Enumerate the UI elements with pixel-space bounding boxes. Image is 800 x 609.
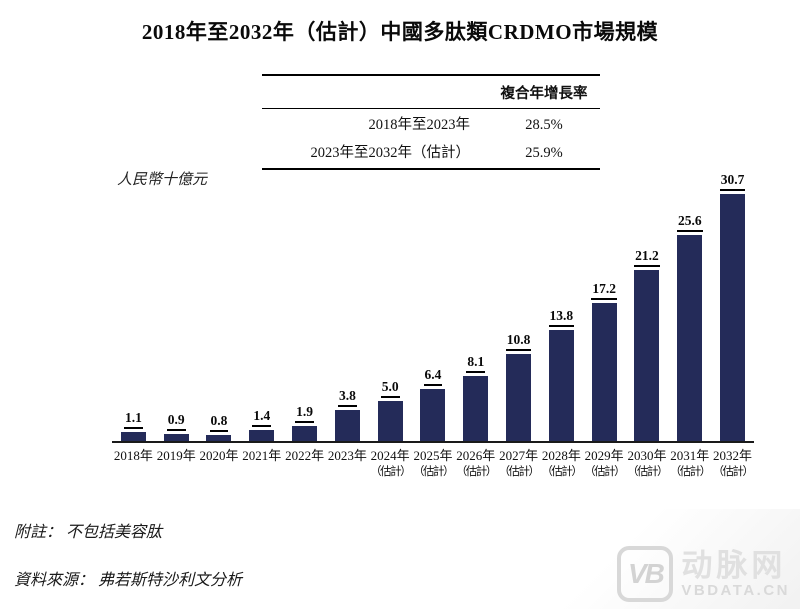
chart-title: 2018年至2032年（估計）中國多肽類CRDMO市場規模 bbox=[141, 20, 659, 44]
bar-column: 1.1 bbox=[112, 161, 155, 441]
bar-column: 6.4 bbox=[412, 161, 455, 441]
bar-value-label: 30.7 bbox=[719, 172, 746, 191]
x-axis-label: 2032年 （估計） bbox=[712, 448, 754, 478]
bar-column: 10.8 bbox=[497, 161, 540, 441]
x-axis-label: 2018年 bbox=[113, 448, 153, 463]
x-axis-label: 2019年 bbox=[156, 448, 196, 463]
bar bbox=[377, 401, 403, 441]
cagr-value: 28.5% bbox=[525, 117, 563, 133]
bar-value-label: 17.2 bbox=[591, 281, 617, 300]
x-axis-label: 2020年 bbox=[199, 448, 239, 463]
cagr-value: 25.9% bbox=[525, 145, 563, 161]
bar bbox=[720, 194, 746, 441]
cagr-period: 2018年至2023年 bbox=[368, 117, 471, 133]
bar-value-label: 10.8 bbox=[505, 332, 532, 351]
cagr-row-2023-2032: 2023年至2032年（估計） 25.9% bbox=[262, 137, 600, 168]
x-axis-label: 2022年 bbox=[285, 448, 325, 463]
watermark-text: 动脉网 VBDATA.CN bbox=[681, 550, 790, 598]
bar-column: 21.2 bbox=[626, 161, 669, 441]
bar-column: 1.9 bbox=[283, 161, 326, 441]
bar-value-label: 6.4 bbox=[423, 367, 443, 386]
x-axis-label: 2030年 （估計） bbox=[626, 448, 668, 478]
bar bbox=[506, 354, 532, 441]
bar bbox=[120, 432, 146, 441]
bar-column: 0.8 bbox=[198, 161, 241, 441]
x-axis-label: 2028年 （估計） bbox=[541, 448, 582, 478]
x-axis-label: 2031年 （估計） bbox=[669, 448, 711, 478]
bar-column: 8.1 bbox=[454, 161, 497, 441]
bar bbox=[463, 376, 489, 441]
bar-column: 30.7 bbox=[711, 161, 754, 441]
cagr-header-label: 複合年增長率 bbox=[500, 86, 588, 102]
cagr-period: 2023年至2032年（估計） bbox=[310, 145, 471, 161]
x-axis-label: 2025年 （估計） bbox=[412, 448, 454, 478]
bar-value-label: 5.0 bbox=[380, 379, 400, 398]
bar bbox=[206, 435, 232, 441]
bar-value-label: 25.6 bbox=[676, 213, 703, 232]
bar-value-label: 1.9 bbox=[295, 404, 315, 423]
bar-chart-plot-area: 1.1 0.9 0.8 1.4 1.9 3.8 5.0 6.4 8.1 10.8 13.8 17.2 2… bbox=[112, 161, 754, 443]
bar-value-label: 8.1 bbox=[466, 354, 486, 373]
bar bbox=[163, 434, 189, 441]
x-axis-label: 2029年 （估計） bbox=[584, 448, 625, 478]
bar bbox=[249, 430, 275, 441]
vb-logo-icon: VB bbox=[617, 546, 674, 602]
vbdata-watermark: VB 动脉网 VBDATA.CN bbox=[617, 546, 790, 602]
cagr-table: 複合年增長率 2018年至2023年 28.5% 2023年至2032年（估計）… bbox=[262, 74, 600, 170]
data-source: 資料來源： 弗若斯特沙利文分析 bbox=[14, 572, 243, 589]
bar-value-label: 1.1 bbox=[123, 410, 143, 429]
bar bbox=[591, 303, 617, 441]
bar-column: 1.4 bbox=[240, 161, 283, 441]
bar-value-label: 13.8 bbox=[548, 308, 575, 327]
bar-column: 0.9 bbox=[155, 161, 198, 441]
cagr-table-header-row: 複合年增長率 bbox=[262, 76, 600, 109]
bar bbox=[420, 389, 446, 441]
x-axis-label: 2027年 （估計） bbox=[498, 448, 540, 478]
bar-column: 13.8 bbox=[540, 161, 583, 441]
bar-value-label: 1.4 bbox=[252, 408, 272, 427]
bar-value-label: 3.8 bbox=[337, 388, 357, 407]
x-axis-label: 2026年 （估計） bbox=[455, 448, 497, 478]
bar bbox=[334, 410, 360, 441]
bar-column: 17.2 bbox=[583, 161, 626, 441]
x-axis-label: 2021年 bbox=[242, 448, 282, 463]
y-axis-unit-label: 人民幣十億元 bbox=[117, 172, 208, 188]
footnote: 附註： 不包括美容肽 bbox=[14, 524, 163, 541]
bar-value-label: 0.9 bbox=[166, 412, 186, 431]
bar-value-label: 21.2 bbox=[634, 248, 660, 267]
bar-column: 3.8 bbox=[326, 161, 369, 441]
watermark-brand: 动脉网 bbox=[681, 548, 787, 583]
watermark-domain: VBDATA.CN bbox=[681, 582, 790, 599]
bar-value-label: 0.8 bbox=[209, 413, 229, 432]
x-axis-label: 2024年 （估計） bbox=[370, 448, 411, 478]
bar bbox=[548, 330, 574, 441]
bar-column: 5.0 bbox=[369, 161, 412, 441]
bar bbox=[292, 426, 318, 441]
bar-column: 25.6 bbox=[668, 161, 711, 441]
x-axis-label: 2023年 bbox=[327, 448, 367, 463]
bar bbox=[677, 235, 703, 441]
bar bbox=[634, 270, 660, 441]
x-axis-labels: 2018年 2019年 2020年 2021年 2022年 2023年 2024年 （估計） 2… bbox=[112, 448, 754, 480]
cagr-row-2018-2023: 2018年至2023年 28.5% bbox=[262, 109, 600, 137]
